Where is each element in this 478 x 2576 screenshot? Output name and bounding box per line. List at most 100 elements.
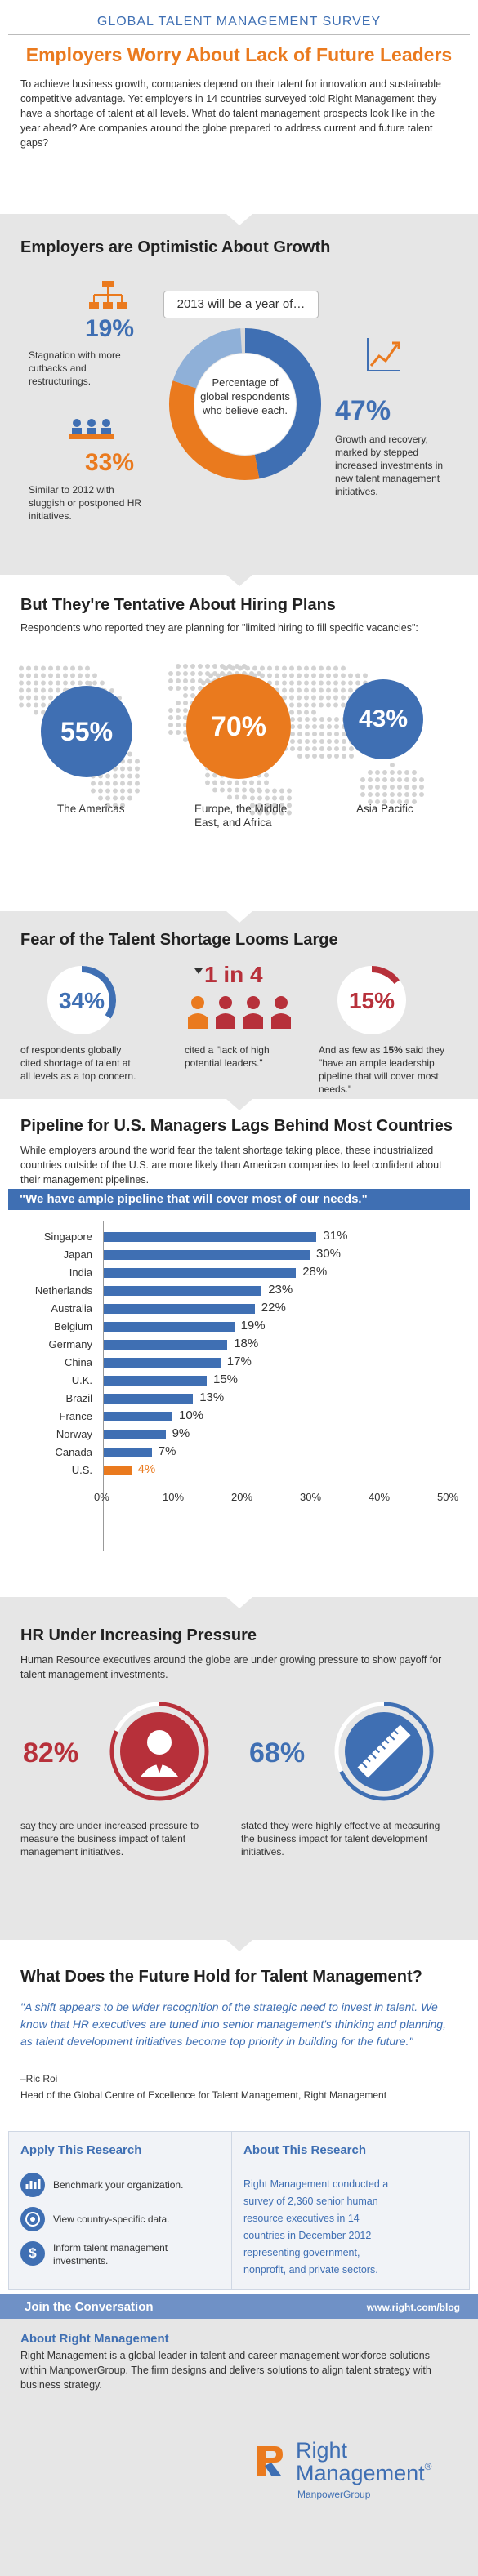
map-dot	[120, 766, 125, 772]
map-dot	[312, 739, 317, 744]
map-dot	[56, 687, 60, 693]
map-dot	[319, 739, 324, 744]
map-dot	[168, 671, 173, 676]
map-dot	[360, 777, 365, 782]
map-dot	[168, 678, 173, 683]
map-dot	[272, 810, 277, 816]
bar-category-label: Canada	[55, 1446, 92, 1458]
map-dot	[98, 795, 103, 801]
bar-row: India 28%	[0, 1264, 478, 1282]
chart-area: Singapore 31% Japan 30% India 28% Netherlands 2…	[0, 1221, 478, 1564]
map-dot	[135, 788, 140, 794]
map-dot	[235, 787, 239, 793]
map-dot	[305, 754, 310, 759]
map-dot	[252, 665, 257, 671]
map-dot	[98, 781, 103, 786]
growth-title: Employers are Optimistic About Growth	[20, 238, 331, 256]
map-dot	[326, 680, 331, 686]
map-dot	[190, 671, 195, 676]
map-dot	[397, 799, 402, 804]
divider-arrow	[226, 1099, 252, 1110]
bar	[104, 1322, 235, 1332]
map-dot	[334, 732, 339, 736]
apply-item-1[interactable]: Benchmark your organization.	[53, 2179, 184, 2191]
bar-value-label: 18%	[234, 1337, 259, 1350]
map-dot	[127, 781, 132, 786]
map-dot	[26, 695, 31, 701]
map-dot	[326, 687, 331, 693]
join-url[interactable]: www.right.com/blog	[366, 2302, 460, 2313]
similar-value: 33%	[85, 449, 135, 476]
about-research-title: About This Research	[243, 2143, 367, 2157]
about-research-column: About This Research Right Management con…	[232, 2132, 469, 2289]
hiring-intro: Respondents who reported they are planni…	[20, 622, 418, 634]
stagnation-value: 19%	[85, 315, 135, 342]
logo-line2-text: Management	[296, 2461, 425, 2485]
map-dot	[41, 695, 46, 701]
bar	[104, 1394, 194, 1404]
header: GLOBAL TALENT MANAGEMENT SURVEY Employer…	[0, 0, 478, 149]
map-dot	[297, 739, 302, 744]
map-dot	[297, 695, 302, 701]
map-dot	[205, 772, 210, 778]
bar-row: Brazil 13%	[0, 1390, 478, 1408]
map-dot	[264, 772, 269, 778]
map-dot	[390, 777, 395, 782]
region-americas-value: 55%	[60, 717, 114, 746]
map-dot	[397, 777, 402, 782]
map-dot	[287, 803, 292, 808]
map-dot	[297, 746, 302, 751]
logo-reg: ®	[424, 2461, 432, 2472]
bar-row: U.S. 4%	[0, 1462, 478, 1479]
map-dot	[135, 766, 140, 772]
region-americas: 55%	[41, 686, 132, 777]
map-dot	[100, 680, 105, 686]
map-dot	[230, 665, 235, 671]
about-right-title: About Right Management	[20, 2332, 169, 2346]
growth-chart-icon	[366, 336, 402, 372]
stat1-arc	[81, 966, 116, 1019]
stat2-text: cited a "lack of high potential leaders.…	[185, 1044, 270, 1069]
bar	[104, 1448, 152, 1457]
map-dot	[265, 803, 270, 808]
map-dot	[260, 665, 265, 671]
map-dot	[127, 766, 132, 772]
about-right-section: About Right Management Right Management …	[0, 2319, 478, 2576]
map-dot	[368, 785, 373, 790]
map-dot	[326, 665, 331, 671]
map-dot	[249, 780, 254, 785]
stat3-text-b: 15%	[382, 1044, 403, 1056]
x-tick-label: 10%	[163, 1491, 185, 1503]
map-dot	[368, 770, 373, 775]
map-dot	[227, 780, 232, 785]
benchmark-icon	[20, 2173, 45, 2197]
map-dot	[208, 673, 213, 678]
map-dot	[19, 687, 24, 693]
map-dot	[34, 673, 38, 678]
map-dot	[92, 680, 97, 686]
map-dot	[190, 664, 195, 669]
map-dot	[290, 724, 295, 729]
map-dot	[412, 785, 417, 790]
about-right-text: Right Management is a global leader in t…	[20, 2350, 431, 2391]
map-dot	[250, 788, 255, 794]
map-dot	[390, 785, 395, 790]
bar-value-label: 31%	[323, 1229, 348, 1243]
apply-item-2[interactable]: View country-specific data.	[53, 2213, 170, 2225]
apply-item-3[interactable]: Inform talent management investments.	[53, 2242, 168, 2267]
map-dot	[275, 673, 279, 678]
map-dot	[404, 792, 409, 797]
research-panel: Apply This Research Benchmark your organ…	[8, 2131, 470, 2290]
map-dot	[287, 810, 292, 816]
map-dot	[265, 810, 270, 816]
map-dot	[120, 803, 125, 808]
map-dot	[176, 686, 181, 691]
map-dot	[87, 681, 92, 686]
bar-value-label: 4%	[137, 1462, 156, 1476]
bar	[104, 1286, 262, 1296]
map-dot	[297, 673, 302, 678]
map-dot	[135, 781, 140, 786]
map-dot	[311, 695, 316, 701]
map-dot	[355, 673, 360, 678]
map-dot	[290, 746, 295, 751]
